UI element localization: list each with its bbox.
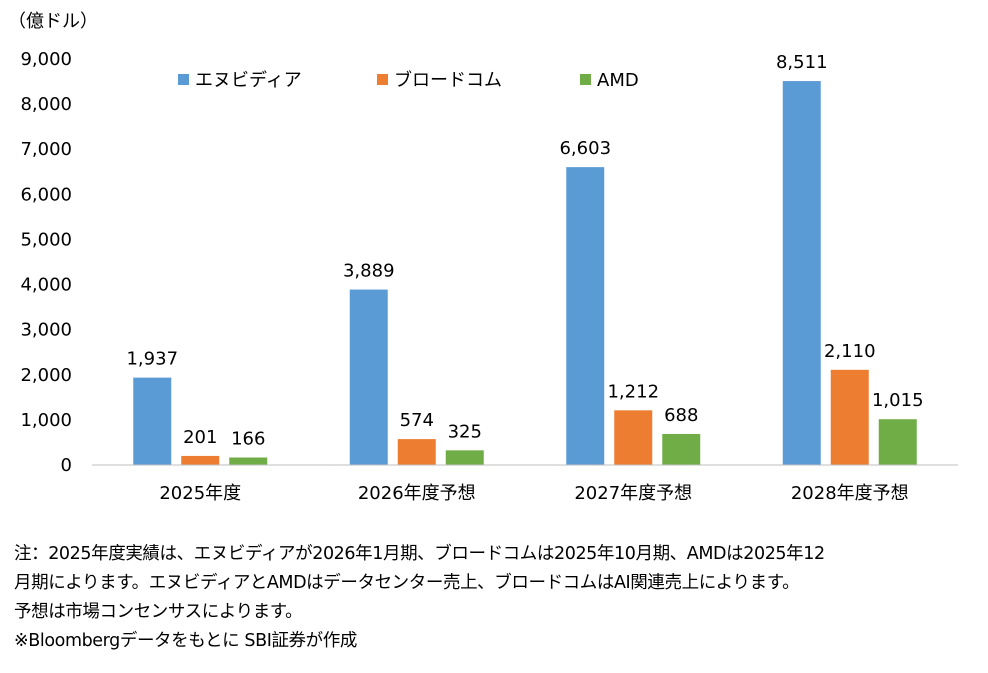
y-tick-label: 7,000: [20, 139, 72, 160]
bar: [349, 289, 388, 465]
bar-value-label: 201: [183, 427, 217, 448]
y-tick-label: 1,000: [20, 410, 72, 431]
bar: [566, 167, 605, 465]
bar: [181, 455, 220, 465]
legend-swatch: [580, 74, 591, 85]
bar-value-label: 166: [231, 429, 265, 450]
bar: [662, 433, 701, 465]
bar-value-label: 688: [664, 405, 698, 426]
bar-value-label: 1,015: [872, 390, 924, 411]
bar-value-label: 574: [400, 410, 434, 431]
footnote-line-1: 注：2025年度実績は、エヌビディアが2026年1月期、ブロードコムは2025年…: [14, 544, 825, 564]
footnotes: 注：2025年度実績は、エヌビディアが2026年1月期、ブロードコムは2025年…: [14, 540, 979, 656]
y-tick-label: 2,000: [20, 365, 72, 386]
x-tick-label: 2025年度: [159, 483, 241, 504]
bar-value-label: 1,212: [607, 381, 659, 402]
x-tick-label: 2028年度予想: [791, 483, 909, 504]
bar-value-label: 325: [448, 421, 482, 442]
bar-value-label: 6,603: [559, 138, 611, 159]
bars: [133, 81, 917, 466]
x-tick-label: 2026年度予想: [358, 483, 476, 504]
bar: [397, 439, 436, 465]
y-tick-label: 3,000: [20, 320, 72, 341]
x-tick-label: 2027年度予想: [574, 483, 692, 504]
bar-value-label: 8,511: [776, 52, 828, 73]
bar-value-label: 3,889: [343, 261, 395, 282]
legend-swatch: [178, 74, 189, 85]
y-tick-label: 9,000: [20, 49, 72, 70]
bar: [782, 81, 821, 466]
bar: [229, 457, 268, 465]
bar-chart: （億ドル） エヌビディア ブロードコム AMD 0 1,000 2,000 3,000 4,…: [8, 11, 958, 504]
y-tick-label: 8,000: [20, 94, 72, 115]
legend-label: AMD: [597, 70, 639, 91]
footnote-line-3: 予想は市場コンセンサスによります。: [14, 602, 303, 622]
y-tick-label: 0: [61, 455, 72, 476]
y-tick-label: 4,000: [20, 275, 72, 296]
bar: [878, 419, 917, 465]
y-axis-unit-label: （億ドル）: [8, 11, 98, 32]
footnote-line-2: 月期によります。エヌビディアとAMDはデータセンター売上、ブロードコムはAI関連…: [14, 573, 800, 593]
y-tick-label: 5,000: [20, 229, 72, 250]
bar: [830, 369, 869, 465]
bar-value-label: 2,110: [824, 341, 876, 362]
bar: [445, 450, 484, 465]
legend-swatch: [377, 74, 388, 85]
bar-value-label: 1,937: [126, 349, 178, 370]
footnote-line-4: ※Bloombergデータをもとに SBI証券が作成: [14, 631, 357, 651]
bar: [133, 377, 172, 465]
y-tick-label: 6,000: [20, 184, 72, 205]
legend-label: ブロードコム: [394, 69, 502, 91]
y-axis-tick-labels: 0 1,000 2,000 3,000 4,000 5,000 6,000 7,000 8,00…: [20, 49, 72, 476]
legend-label: エヌビディア: [195, 70, 302, 91]
x-axis-category-labels: 2025年度 2026年度予想 2027年度予想 2028年度予想: [159, 483, 908, 504]
bar: [614, 410, 653, 465]
legend: エヌビディア ブロードコム AMD: [178, 69, 639, 91]
